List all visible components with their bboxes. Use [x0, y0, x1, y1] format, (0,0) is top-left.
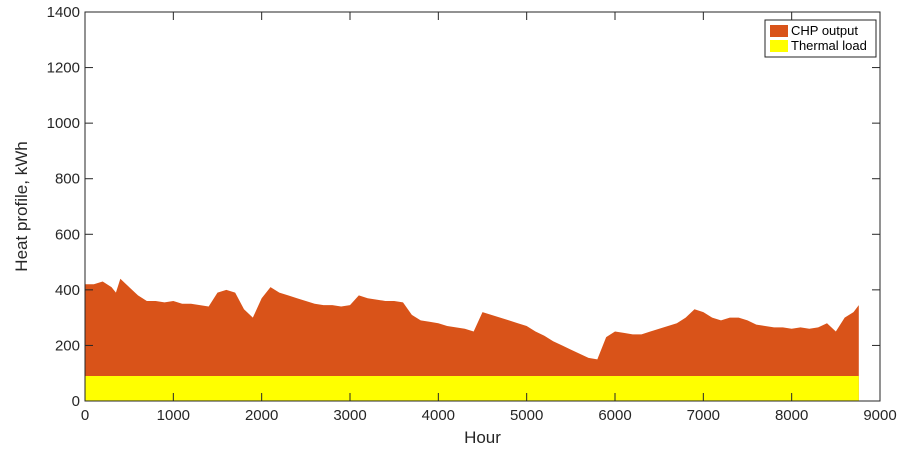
- x-tick-label: 7000: [687, 407, 720, 424]
- x-tick-label: 2000: [245, 407, 278, 424]
- y-tick-label: 400: [55, 282, 80, 299]
- x-tick-label: 1000: [157, 407, 190, 424]
- ticks: 0 1000 2000 3000 4000 5000 6000 7000 8000 9000 0 20…: [47, 4, 897, 424]
- x-tick-label: 3000: [333, 407, 366, 424]
- legend: CHP output Thermal load: [764, 19, 877, 58]
- x-tick-label: 5000: [510, 407, 543, 424]
- y-axis-label: Heat profile, kWh: [12, 141, 31, 271]
- y-tick-label: 1000: [47, 115, 80, 132]
- x-tick-label: 4000: [422, 407, 455, 424]
- x-tick-label: 8000: [775, 407, 808, 424]
- legend-label-thermal-load: Thermal load: [791, 38, 867, 53]
- x-tick-label: 6000: [598, 407, 631, 424]
- plot-area: [85, 278, 859, 401]
- y-tick-label: 1200: [47, 60, 80, 77]
- axes: [84, 11, 881, 402]
- legend-label-chp-output: CHP output: [791, 23, 858, 38]
- legend-swatch-thermal-load: [770, 40, 788, 52]
- x-tick-label: 9000: [863, 407, 896, 424]
- x-axis-label: Hour: [464, 428, 501, 447]
- y-tick-label: 0: [72, 393, 80, 410]
- series-area-thermal-load: [85, 375, 859, 401]
- y-tick-label: 800: [55, 171, 80, 188]
- x-tick-label: 0: [81, 407, 89, 424]
- y-tick-label: 1400: [47, 4, 80, 21]
- series-area-chp-output: [85, 278, 859, 401]
- y-tick-label: 600: [55, 226, 80, 243]
- legend-swatch-chp-output: [770, 25, 788, 37]
- y-tick-label: 200: [55, 337, 80, 354]
- axes-box: [84, 11, 881, 402]
